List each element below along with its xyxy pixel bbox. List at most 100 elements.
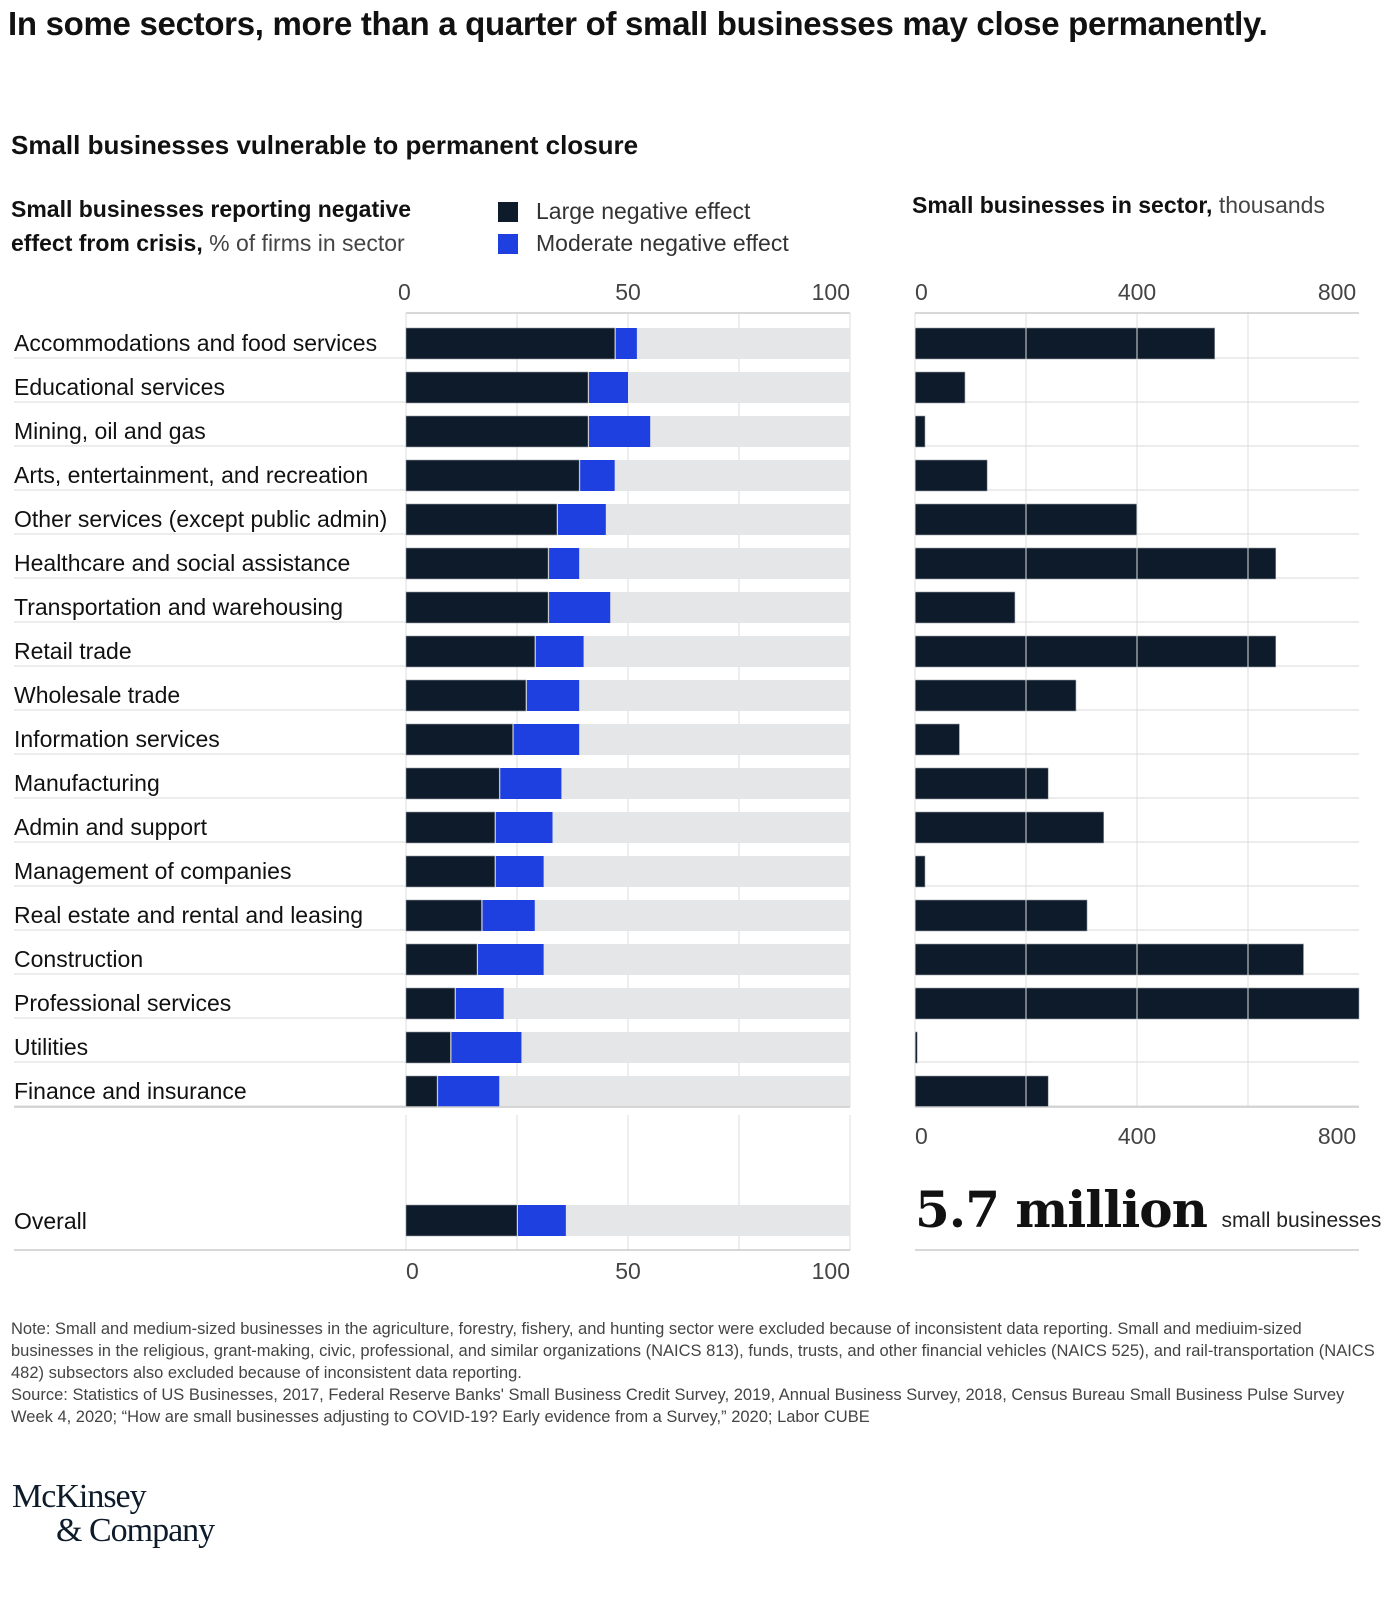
category-label: Management of companies xyxy=(14,858,291,884)
left-x-tick-label-top: 0 xyxy=(398,279,411,305)
bar-sector-size xyxy=(914,723,960,756)
right-x-tick-label-top: 0 xyxy=(915,279,928,305)
bar-large-effect xyxy=(405,767,500,800)
bar-sector-size xyxy=(914,679,1077,712)
bar-sector-size xyxy=(914,459,988,492)
category-label: Mining, oil and gas xyxy=(14,418,206,444)
category-label: Admin and support xyxy=(14,814,208,840)
logo-line-2: & Company xyxy=(56,1512,215,1549)
bar-large-effect xyxy=(405,1075,438,1108)
bar-moderate-effect xyxy=(589,416,651,447)
legend-swatch-moderate xyxy=(498,233,518,254)
category-label: Educational services xyxy=(14,374,225,400)
bar-large-effect xyxy=(405,327,615,360)
left-x-tick-label-bottom: 100 xyxy=(812,1258,850,1284)
bar-moderate-effect xyxy=(451,1032,522,1063)
bar-moderate-effect xyxy=(615,328,637,359)
bar-large-effect xyxy=(405,635,536,668)
left-chart-heading: Small businesses reporting negative effe… xyxy=(11,192,461,260)
bar-moderate-effect xyxy=(549,592,611,623)
note-text: Note: Small and medium-sized businesses … xyxy=(11,1320,1375,1382)
category-label: Information services xyxy=(14,726,220,752)
bar-sector-size xyxy=(914,415,926,448)
bar-large-effect xyxy=(405,547,549,580)
source-text: Source: Statistics of US Businesses, 201… xyxy=(11,1386,1345,1426)
category-label: Healthcare and social assistance xyxy=(14,550,350,576)
legend-label-large: Large negative effect xyxy=(536,198,751,224)
bar-large-effect xyxy=(405,987,456,1020)
category-label: Retail trade xyxy=(14,638,132,664)
bar-sector-size xyxy=(914,371,966,404)
category-label: Transportation and warehousing xyxy=(14,594,343,620)
left-x-tick-label-top: 100 xyxy=(812,279,850,305)
bar-moderate-effect xyxy=(557,504,606,535)
total-stat: 5.7 million small businesses xyxy=(915,1180,1381,1239)
bar-sector-size xyxy=(914,635,1277,668)
bar-sector-size xyxy=(914,591,1016,624)
bar-large-effect xyxy=(405,459,580,492)
bar-moderate-effect xyxy=(526,680,580,711)
right-chart-heading: Small businesses in sector, thousands xyxy=(912,192,1325,219)
bar-moderate-effect xyxy=(589,372,628,403)
bar-large-effect xyxy=(405,1031,451,1064)
category-label: Other services (except public admin) xyxy=(14,506,387,532)
left-heading-bold: Small businesses reporting negative effe… xyxy=(11,196,412,256)
bar-moderate-effect xyxy=(535,636,584,667)
right-x-tick-label-bottom: 0 xyxy=(915,1123,928,1149)
bar-large-effect xyxy=(405,591,549,624)
bar-large-effect xyxy=(405,371,589,404)
logo-line-1: McKinsey xyxy=(12,1478,147,1515)
category-label: Construction xyxy=(14,946,143,972)
page-title: In some sectors, more than a quarter of … xyxy=(8,5,1268,42)
bar-moderate-effect xyxy=(495,812,553,843)
overall-bar-moderate xyxy=(518,1205,566,1236)
bar-moderate-effect xyxy=(438,1076,500,1107)
chart-canvas: 0 50 100 Accommodations and food services Ed… xyxy=(14,279,1360,1284)
right-x-tick-label-bottom: 800 xyxy=(1318,1123,1356,1149)
bar-sector-size xyxy=(914,855,926,888)
category-label: Arts, entertainment, and recreation xyxy=(14,462,368,488)
bar-moderate-effect xyxy=(500,768,562,799)
right-x-tick-label-top: 800 xyxy=(1318,279,1356,305)
right-heading-unit: thousands xyxy=(1218,192,1325,218)
bar-large-effect xyxy=(405,503,558,536)
category-label: Real estate and rental and leasing xyxy=(14,902,363,928)
legend-label-moderate: Moderate negative effect xyxy=(536,230,789,256)
chart-subtitle: Small businesses vulnerable to permanent… xyxy=(11,130,639,160)
bar-large-effect xyxy=(405,415,589,448)
bar-moderate-effect xyxy=(580,460,615,491)
left-x-tick-label-bottom: 50 xyxy=(615,1258,641,1284)
bar-large-effect xyxy=(405,943,478,976)
category-label: Utilities xyxy=(14,1034,88,1060)
bar-large-effect xyxy=(405,811,496,844)
bar-moderate-effect xyxy=(478,944,544,975)
right-x-tick-label-top: 400 xyxy=(1118,279,1156,305)
right-heading-bold: Small businesses in sector, xyxy=(912,192,1213,218)
bar-large-effect xyxy=(405,679,527,712)
category-label: Manufacturing xyxy=(14,770,160,796)
bar-large-effect xyxy=(405,899,482,932)
bar-large-effect xyxy=(405,855,496,888)
bar-moderate-effect xyxy=(455,988,504,1019)
mckinsey-logo: McKinsey & Company xyxy=(12,1478,215,1549)
bar-sector-size xyxy=(914,767,1049,800)
left-x-tick-label-bottom: 0 xyxy=(406,1258,419,1284)
category-label: Finance and insurance xyxy=(14,1078,247,1104)
bar-sector-size xyxy=(914,327,1216,360)
category-label: Professional services xyxy=(14,990,231,1016)
legend-swatch-large xyxy=(498,201,518,222)
bar-moderate-effect xyxy=(513,724,580,755)
left-x-tick-label-top: 50 xyxy=(615,279,641,305)
bar-sector-size xyxy=(914,547,1277,580)
total-stat-value: 5.7 million xyxy=(915,1180,1208,1239)
bar-large-effect xyxy=(405,723,513,756)
bar-sector-size xyxy=(914,1075,1049,1108)
overall-bar-large xyxy=(405,1204,518,1237)
left-heading-unit: % of firms in sector xyxy=(209,230,405,256)
bar-moderate-effect xyxy=(549,548,580,579)
total-stat-caption: small businesses xyxy=(1221,1209,1382,1232)
bar-moderate-effect xyxy=(495,856,544,887)
legend-item-large: Large negative effect xyxy=(498,198,750,225)
legend-item-moderate: Moderate negative effect xyxy=(498,230,789,257)
category-label: Accommodations and food services xyxy=(14,330,377,356)
